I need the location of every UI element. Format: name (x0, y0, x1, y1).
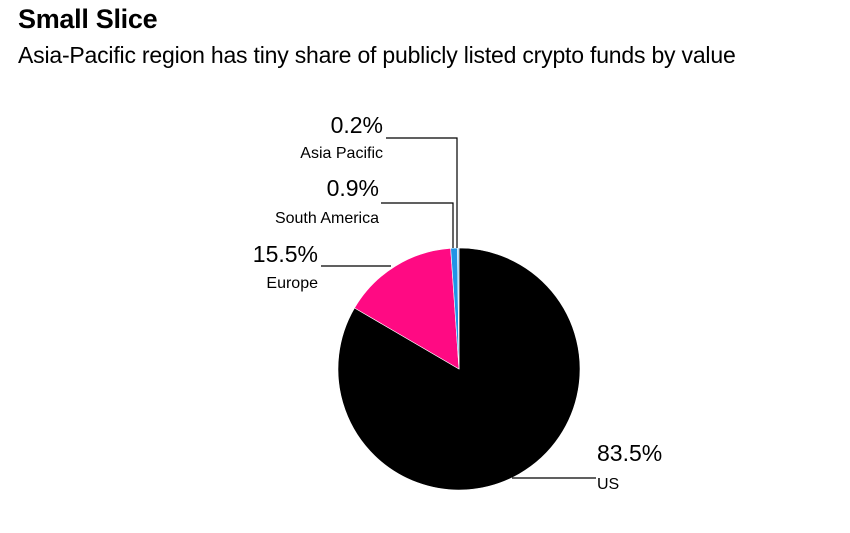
slice-labels: 83.5% US 15.5% Europe 0.9% South America 0.2% A… (253, 112, 662, 493)
category-label-south-america: South America (275, 210, 379, 227)
value-label-south-america: 0.9% (327, 175, 379, 201)
pie-slice-asia-pacific (457, 247, 460, 370)
leader-line-south-america (381, 202, 454, 248)
category-label-europe: Europe (266, 275, 318, 292)
category-label-asia-pacific: Asia Pacific (300, 145, 383, 162)
pie-slices (337, 247, 581, 491)
chart-subtitle: Asia-Pacific region has tiny share of pu… (18, 42, 736, 68)
pie-slice-europe (354, 247, 460, 370)
value-label-europe: 15.5% (253, 241, 318, 267)
leader-line-asia-pacific (386, 137, 458, 248)
value-label-asia-pacific: 0.2% (331, 112, 383, 138)
category-label-us: US (597, 476, 619, 493)
chart-title: Small Slice (18, 4, 158, 34)
leader-lines (321, 137, 596, 479)
value-label-us: 83.5% (597, 440, 662, 466)
